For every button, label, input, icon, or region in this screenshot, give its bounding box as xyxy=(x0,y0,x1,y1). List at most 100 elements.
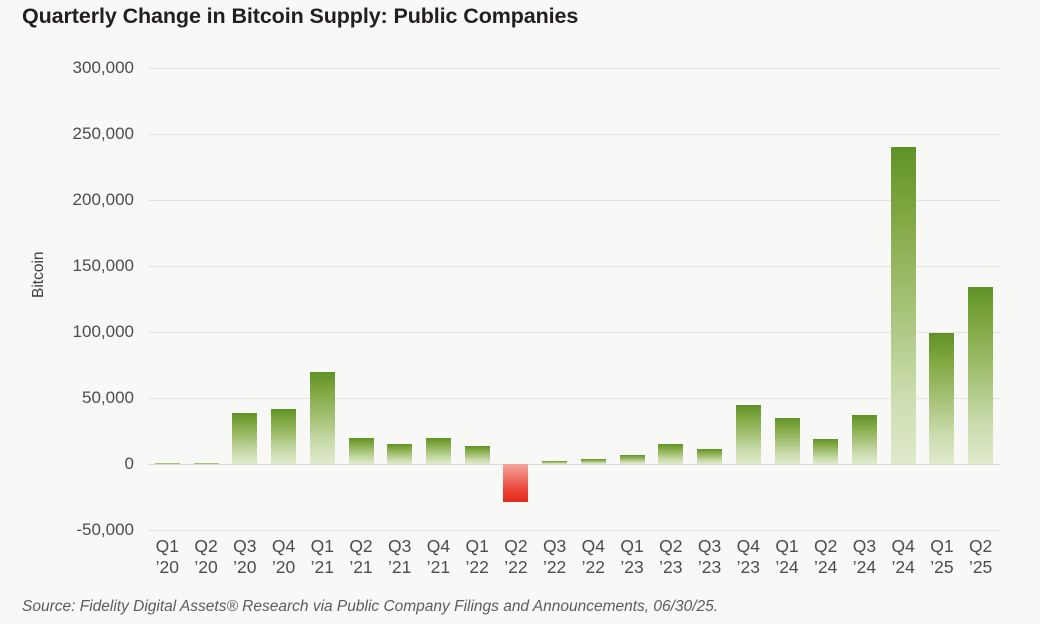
x-tick-year: ’23 xyxy=(697,556,722,577)
bar xyxy=(929,333,955,464)
bar xyxy=(193,462,219,464)
bar xyxy=(735,404,761,464)
bar xyxy=(271,409,297,464)
x-axis-tick-label: Q3’22 xyxy=(532,536,578,577)
x-axis-tick-label: Q1’25 xyxy=(919,536,965,577)
x-tick-quarter: Q1 xyxy=(930,536,954,556)
source-note: Source: Fidelity Digital Assets® Researc… xyxy=(22,598,719,615)
x-tick-year: ’22 xyxy=(504,556,528,577)
x-tick-year: ’20 xyxy=(155,556,180,577)
x-tick-year: ’23 xyxy=(620,556,644,577)
y-axis-tick-label: 300,000 xyxy=(72,58,134,77)
x-tick-quarter: Q2 xyxy=(194,536,218,556)
plot-area xyxy=(148,68,1000,531)
y-axis-tick-label: 100,000 xyxy=(72,322,134,341)
x-tick-year: ’22 xyxy=(465,556,489,577)
x-tick-year: ’22 xyxy=(581,556,606,577)
bar xyxy=(890,147,916,464)
x-axis-tick-label: Q4’20 xyxy=(261,536,307,577)
x-tick-quarter: Q2 xyxy=(659,536,683,556)
bar xyxy=(348,438,374,464)
x-axis-tick-label: Q1’21 xyxy=(299,536,345,577)
x-tick-year: ’20 xyxy=(271,556,296,577)
bar xyxy=(464,446,490,464)
x-tick-year: ’21 xyxy=(349,556,373,577)
x-axis-tick-label: Q1’23 xyxy=(609,536,655,577)
bar xyxy=(813,438,839,464)
x-axis-tick-label: Q3’20 xyxy=(222,536,268,577)
x-tick-year: ’21 xyxy=(426,556,451,577)
bar xyxy=(154,462,180,464)
x-tick-quarter: Q4 xyxy=(271,536,296,556)
x-tick-quarter: Q4 xyxy=(426,536,451,556)
x-tick-quarter: Q1 xyxy=(465,536,489,556)
gridline xyxy=(148,134,1000,135)
bar xyxy=(697,449,723,464)
x-axis-tick-label: Q3’23 xyxy=(687,536,733,577)
x-axis-tick-label: Q2’22 xyxy=(493,536,539,577)
x-tick-year: ’24 xyxy=(852,556,877,577)
gridline xyxy=(148,200,1000,201)
x-tick-quarter: Q4 xyxy=(581,536,606,556)
gridline xyxy=(148,68,1000,69)
x-axis-tick-label: Q3’21 xyxy=(377,536,423,577)
x-axis-tick-label: Q4’21 xyxy=(415,536,461,577)
x-axis-tick-label: Q2’24 xyxy=(803,536,849,577)
x-tick-quarter: Q3 xyxy=(388,536,412,556)
x-tick-year: ’24 xyxy=(775,556,799,577)
x-tick-year: ’23 xyxy=(659,556,683,577)
x-tick-year: ’25 xyxy=(968,556,993,577)
x-axis-tick-label: Q1’22 xyxy=(454,536,500,577)
x-tick-quarter: Q2 xyxy=(504,536,528,556)
zero-line xyxy=(148,464,1000,465)
gridline xyxy=(148,266,1000,267)
y-axis-tick-label: 150,000 xyxy=(72,256,134,275)
bar xyxy=(580,459,606,464)
x-axis-tick-label: Q2’25 xyxy=(958,536,1004,577)
x-axis-tick-label: Q1’20 xyxy=(144,536,190,577)
gridline xyxy=(148,398,1000,399)
bar xyxy=(658,444,684,464)
bar xyxy=(503,464,529,503)
x-tick-year: ’21 xyxy=(388,556,412,577)
x-tick-quarter: Q4 xyxy=(736,536,760,556)
x-tick-quarter: Q3 xyxy=(542,536,567,556)
y-axis-tick-label: 250,000 xyxy=(72,124,134,143)
bar xyxy=(309,371,335,464)
bar xyxy=(232,412,258,464)
x-tick-quarter: Q2 xyxy=(968,536,993,556)
x-tick-quarter: Q2 xyxy=(814,536,838,556)
x-tick-quarter: Q1 xyxy=(775,536,799,556)
bar xyxy=(542,461,568,464)
x-axis-tick-label: Q2’20 xyxy=(183,536,229,577)
page-title: Quarterly Change in Bitcoin Supply: Publ… xyxy=(22,4,579,28)
x-axis-tick-label: Q3’24 xyxy=(841,536,887,577)
x-axis-tick-label: Q2’23 xyxy=(648,536,694,577)
x-tick-quarter: Q4 xyxy=(891,536,915,556)
x-tick-year: ’24 xyxy=(814,556,838,577)
x-tick-quarter: Q1 xyxy=(155,536,180,556)
x-axis-tick-label: Q4’24 xyxy=(880,536,926,577)
x-tick-year: ’23 xyxy=(736,556,760,577)
y-axis-tick-label: 0 xyxy=(124,454,134,473)
x-axis-tick-label: Q4’23 xyxy=(725,536,771,577)
bar xyxy=(425,438,451,464)
y-axis-tick-label: 50,000 xyxy=(82,388,134,407)
x-tick-quarter: Q3 xyxy=(697,536,722,556)
bar xyxy=(619,454,645,464)
bar xyxy=(851,415,877,464)
x-tick-year: ’22 xyxy=(542,556,567,577)
x-axis-tick-label: Q1’24 xyxy=(764,536,810,577)
bar xyxy=(387,444,413,464)
bar xyxy=(968,287,994,464)
x-tick-year: ’21 xyxy=(310,556,334,577)
y-axis-tick-label: 200,000 xyxy=(72,190,134,209)
x-axis-tick-label: Q4’22 xyxy=(570,536,616,577)
y-axis-tick-label: -50,000 xyxy=(76,520,134,539)
x-tick-quarter: Q3 xyxy=(233,536,257,556)
gridline xyxy=(148,530,1000,531)
x-tick-quarter: Q3 xyxy=(852,536,877,556)
x-tick-year: ’24 xyxy=(891,556,915,577)
x-tick-year: ’25 xyxy=(930,556,954,577)
